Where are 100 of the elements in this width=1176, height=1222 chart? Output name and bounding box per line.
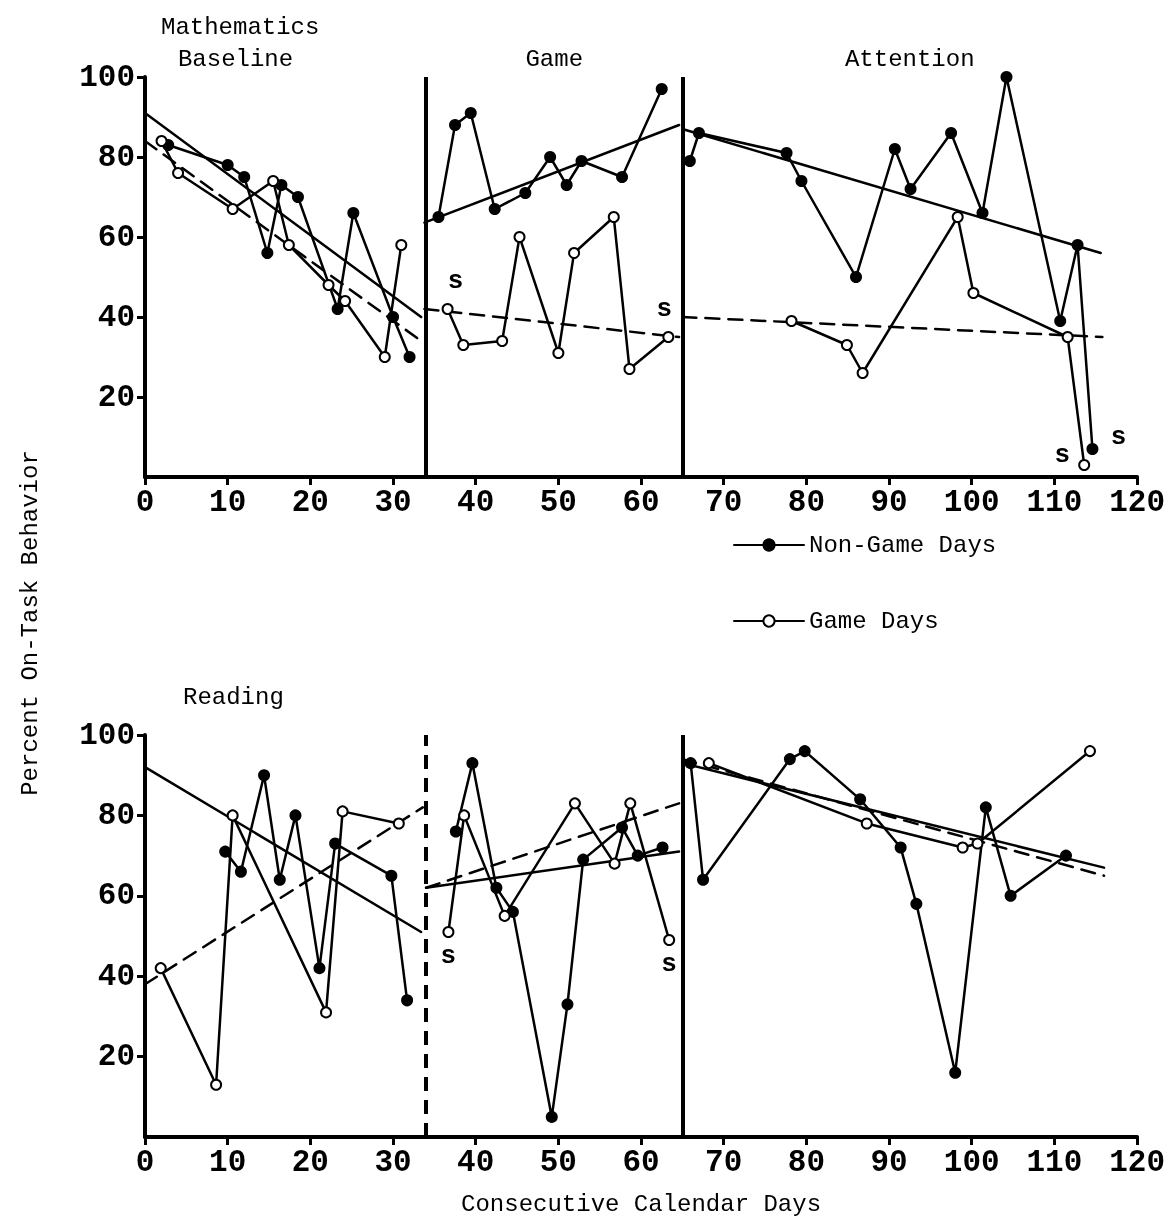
point [854,793,867,806]
point [1000,71,1013,83]
point [1078,459,1091,471]
point [154,962,167,975]
point [662,331,675,343]
point [856,367,869,379]
point [783,753,796,766]
point [385,869,398,882]
x-tick-label: 0 [135,1145,155,1180]
point [976,207,989,219]
point [282,239,295,251]
y-tick-label: 40 [97,299,135,335]
y-tick-label: 80 [97,139,135,175]
x-tick-label: 100 [943,485,1000,520]
point [545,1110,558,1123]
point [221,159,234,171]
point [387,311,400,323]
point [568,797,581,810]
point [488,203,501,215]
legend-label: Non-Game Days [809,531,997,559]
point [979,801,992,814]
point [331,303,344,315]
chart-title: Mathematics [161,13,320,41]
point [785,315,798,327]
annotation: s [1110,422,1127,452]
x-tick-label: 50 [539,1145,577,1180]
point [291,191,304,203]
point [850,271,862,283]
x-tick-label: 60 [622,485,660,520]
point [1071,239,1084,251]
point [575,155,588,167]
y-axis-title: Percent On-Task Behavior [16,450,44,796]
point [219,845,232,858]
point [258,769,271,782]
point [1054,315,1067,327]
point [339,295,352,307]
x-tick-label: 120 [1109,1145,1165,1180]
y-tick-label: 20 [97,379,135,415]
y-tick-label: 20 [97,1039,135,1075]
point [464,107,477,119]
y-tick-label: 40 [97,958,135,994]
point [313,962,326,975]
point [697,873,710,886]
text: Game [525,45,584,73]
point [607,211,620,223]
annotation: s [656,294,673,324]
x-tick-label: 90 [870,1145,908,1180]
point [1083,745,1096,758]
text: Baseline [177,45,294,73]
x-tick-label: 110 [1026,1145,1083,1180]
x-tick-label: 40 [457,1145,495,1180]
point [155,135,168,147]
point [616,821,629,834]
point [780,147,793,159]
point [329,837,342,850]
point [560,179,573,191]
point [951,211,964,223]
point [226,203,239,215]
annotation: s [447,266,464,296]
point [956,841,969,854]
point [449,825,462,838]
y-tick-label: 60 [97,878,135,914]
point [442,925,455,938]
point [441,303,454,315]
point [1086,443,1099,455]
x-tick-label: 80 [787,1145,826,1180]
x-tick-label: 30 [374,1145,412,1180]
x-tick-label: 0 [135,485,155,520]
point [616,171,629,183]
point [234,865,247,878]
annotation: s [440,940,457,971]
point [623,363,636,375]
point [496,335,509,347]
point [336,805,349,818]
point [568,247,581,259]
x-axis-title: Consecutive Calendar Days [461,1190,822,1218]
text: Attention [844,45,975,73]
x-tick-label: 90 [870,485,908,520]
chart-title: Reading [183,683,284,711]
point [261,247,274,259]
point [795,175,808,187]
point [945,127,958,139]
point [910,897,923,910]
x-tick-label: 70 [705,485,743,520]
x-tick-label: 80 [787,485,826,520]
point [624,797,637,810]
point [561,998,574,1011]
y-tick-label: 100 [79,59,135,95]
y-tick-label: 100 [79,717,135,753]
x-tick-label: 40 [457,485,495,520]
point [210,1078,223,1091]
point [798,745,811,758]
x-tick-label: 120 [1109,485,1165,520]
point [631,849,644,862]
point [172,167,185,179]
point [1061,331,1074,343]
point [432,211,445,223]
x-tick-label: 10 [209,485,247,520]
x-tick-label: 50 [539,485,577,520]
point [656,841,669,854]
